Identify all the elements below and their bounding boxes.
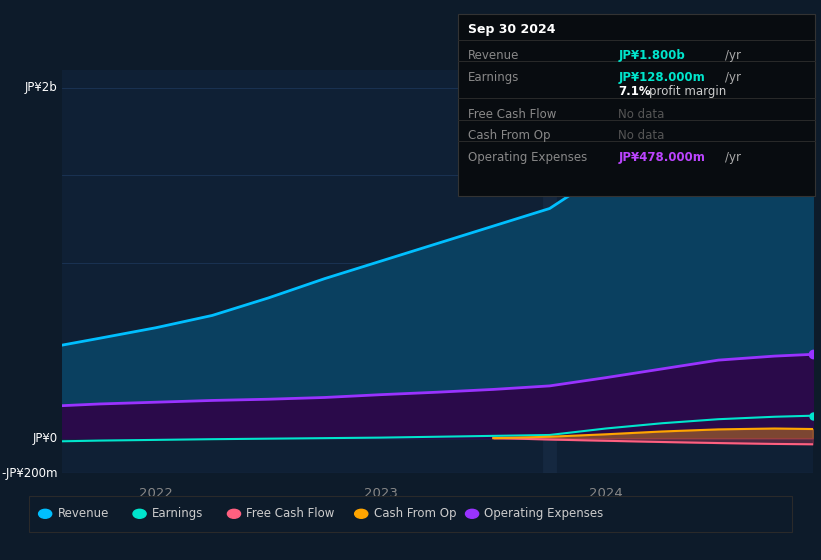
Text: /yr: /yr <box>725 151 741 164</box>
Text: Revenue: Revenue <box>468 49 520 62</box>
Text: No data: No data <box>618 108 664 120</box>
Text: 2022: 2022 <box>139 487 173 500</box>
Text: Operating Expenses: Operating Expenses <box>468 151 587 164</box>
Text: JP¥478.000m: JP¥478.000m <box>618 151 705 164</box>
Text: profit margin: profit margin <box>649 85 727 98</box>
Text: /yr: /yr <box>725 71 741 84</box>
Text: /yr: /yr <box>725 49 741 62</box>
Text: Cash From Op: Cash From Op <box>374 507 456 520</box>
Text: Earnings: Earnings <box>468 71 520 84</box>
Text: Revenue: Revenue <box>57 507 109 520</box>
Text: JP¥128.000m: JP¥128.000m <box>618 71 705 84</box>
Text: No data: No data <box>618 129 664 142</box>
Text: Free Cash Flow: Free Cash Flow <box>468 108 557 120</box>
Text: Operating Expenses: Operating Expenses <box>484 507 603 520</box>
Text: Free Cash Flow: Free Cash Flow <box>246 507 335 520</box>
Text: Sep 30 2024: Sep 30 2024 <box>468 23 556 36</box>
Text: JP¥2b: JP¥2b <box>25 81 57 94</box>
Text: 2023: 2023 <box>364 487 398 500</box>
Text: Cash From Op: Cash From Op <box>468 129 550 142</box>
Text: 2024: 2024 <box>589 487 623 500</box>
Text: -JP¥200m: -JP¥200m <box>1 466 57 480</box>
Text: JP¥0: JP¥0 <box>32 432 57 445</box>
Text: JP¥1.800b: JP¥1.800b <box>618 49 685 62</box>
Text: 7.1%: 7.1% <box>618 85 651 98</box>
Text: Earnings: Earnings <box>152 507 204 520</box>
